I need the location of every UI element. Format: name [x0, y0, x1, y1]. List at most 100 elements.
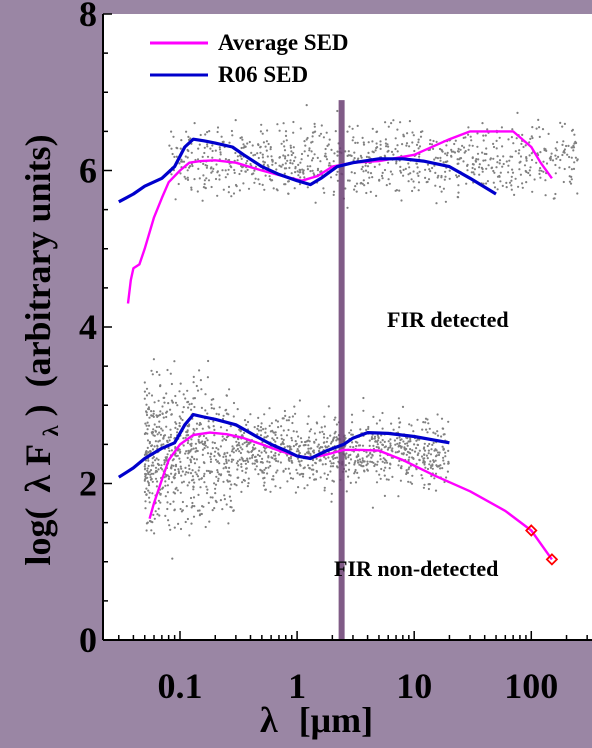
- scatter-point: [204, 133, 207, 136]
- scatter-point: [318, 431, 321, 434]
- scatter-point: [267, 455, 270, 458]
- scatter-point: [374, 440, 377, 443]
- scatter-point: [354, 481, 358, 484]
- scatter-point: [405, 471, 408, 474]
- scatter-point: [317, 443, 320, 446]
- scatter-point: [229, 499, 232, 502]
- scatter-point: [471, 144, 474, 147]
- scatter-point: [221, 439, 224, 442]
- scatter-point: [392, 428, 395, 431]
- scatter-point: [389, 444, 392, 447]
- scatter-point: [184, 436, 187, 439]
- scatter-point: [242, 143, 245, 146]
- scatter-point: [473, 173, 476, 176]
- scatter-point: [154, 471, 157, 474]
- scatter-point: [408, 120, 411, 123]
- scatter-point: [297, 174, 300, 177]
- scatter-point: [348, 179, 351, 182]
- scatter-point: [186, 484, 189, 487]
- scatter-point: [195, 458, 198, 461]
- scatter-point: [354, 141, 357, 144]
- scatter-point: [264, 427, 267, 430]
- scatter-point: [162, 416, 165, 419]
- scatter-point: [411, 449, 414, 452]
- scatter-point: [418, 449, 421, 452]
- scatter-point: [270, 155, 273, 158]
- scatter-point: [457, 191, 460, 194]
- scatter-point: [292, 146, 295, 149]
- scatter-point: [204, 393, 207, 396]
- scatter-point: [238, 154, 242, 157]
- scatter-point: [288, 459, 291, 462]
- scatter-point: [267, 165, 270, 168]
- scatter-point: [572, 144, 575, 147]
- scatter-point: [561, 143, 564, 146]
- scatter-point: [350, 154, 353, 157]
- scatter-point: [434, 472, 438, 475]
- scatter-point: [271, 159, 274, 162]
- scatter-point: [389, 463, 392, 466]
- scatter-point: [510, 155, 514, 158]
- scatter-point: [419, 135, 423, 138]
- scatter-point: [335, 436, 338, 439]
- scatter-point: [510, 175, 513, 178]
- scatter-point: [147, 471, 150, 474]
- scatter-point: [208, 130, 211, 133]
- scatter-point: [294, 440, 297, 443]
- scatter-point: [412, 170, 415, 173]
- scatter-point: [440, 148, 443, 151]
- scatter-point: [301, 475, 305, 478]
- scatter-point: [148, 442, 151, 445]
- scatter-point: [257, 143, 260, 147]
- scatter-point: [406, 450, 409, 453]
- scatter-point: [551, 159, 555, 162]
- scatter-point: [272, 438, 275, 441]
- scatter-point: [228, 480, 231, 483]
- scatter-point: [444, 175, 447, 178]
- scatter-point: [313, 173, 316, 177]
- scatter-point: [434, 455, 438, 458]
- scatter-point: [272, 475, 275, 478]
- scatter-point: [201, 199, 204, 202]
- scatter-point: [166, 368, 169, 372]
- scatter-point: [180, 474, 183, 477]
- scatter-point: [279, 486, 282, 489]
- scatter-point: [379, 143, 382, 146]
- scatter-point: [528, 154, 531, 157]
- scatter-point: [216, 126, 220, 129]
- scatter-point: [194, 447, 198, 450]
- scatter-point: [429, 453, 433, 456]
- scatter-point: [373, 165, 376, 168]
- scatter-point: [177, 471, 181, 475]
- scatter-point: [174, 198, 177, 201]
- scatter-point: [423, 449, 427, 452]
- scatter-point: [262, 484, 265, 487]
- scatter-point: [209, 470, 212, 473]
- scatter-point: [263, 449, 266, 453]
- legend-label-average-sed: Average SED: [218, 30, 349, 55]
- scatter-point: [493, 186, 497, 189]
- scatter-point: [395, 160, 398, 163]
- scatter-point: [308, 149, 311, 152]
- scatter-point: [298, 451, 301, 454]
- scatter-point: [278, 129, 281, 132]
- scatter-point: [327, 143, 330, 146]
- scatter-point: [352, 159, 355, 162]
- scatter-point: [193, 397, 196, 400]
- scatter-point: [282, 122, 285, 125]
- scatter-point: [519, 155, 523, 158]
- y-tick-label: 2: [79, 464, 97, 504]
- scatter-point: [556, 141, 559, 144]
- scatter-point: [192, 496, 196, 499]
- scatter-point: [322, 136, 325, 139]
- scatter-point: [161, 429, 164, 432]
- scatter-point: [570, 178, 573, 181]
- scatter-point: [259, 151, 262, 154]
- scatter-point: [228, 495, 231, 498]
- scatter-point: [334, 456, 337, 460]
- scatter-point: [325, 440, 328, 443]
- scatter-point: [225, 436, 229, 439]
- scatter-point: [313, 153, 316, 156]
- scatter-point: [345, 490, 348, 493]
- diamond-marker: [525, 524, 538, 537]
